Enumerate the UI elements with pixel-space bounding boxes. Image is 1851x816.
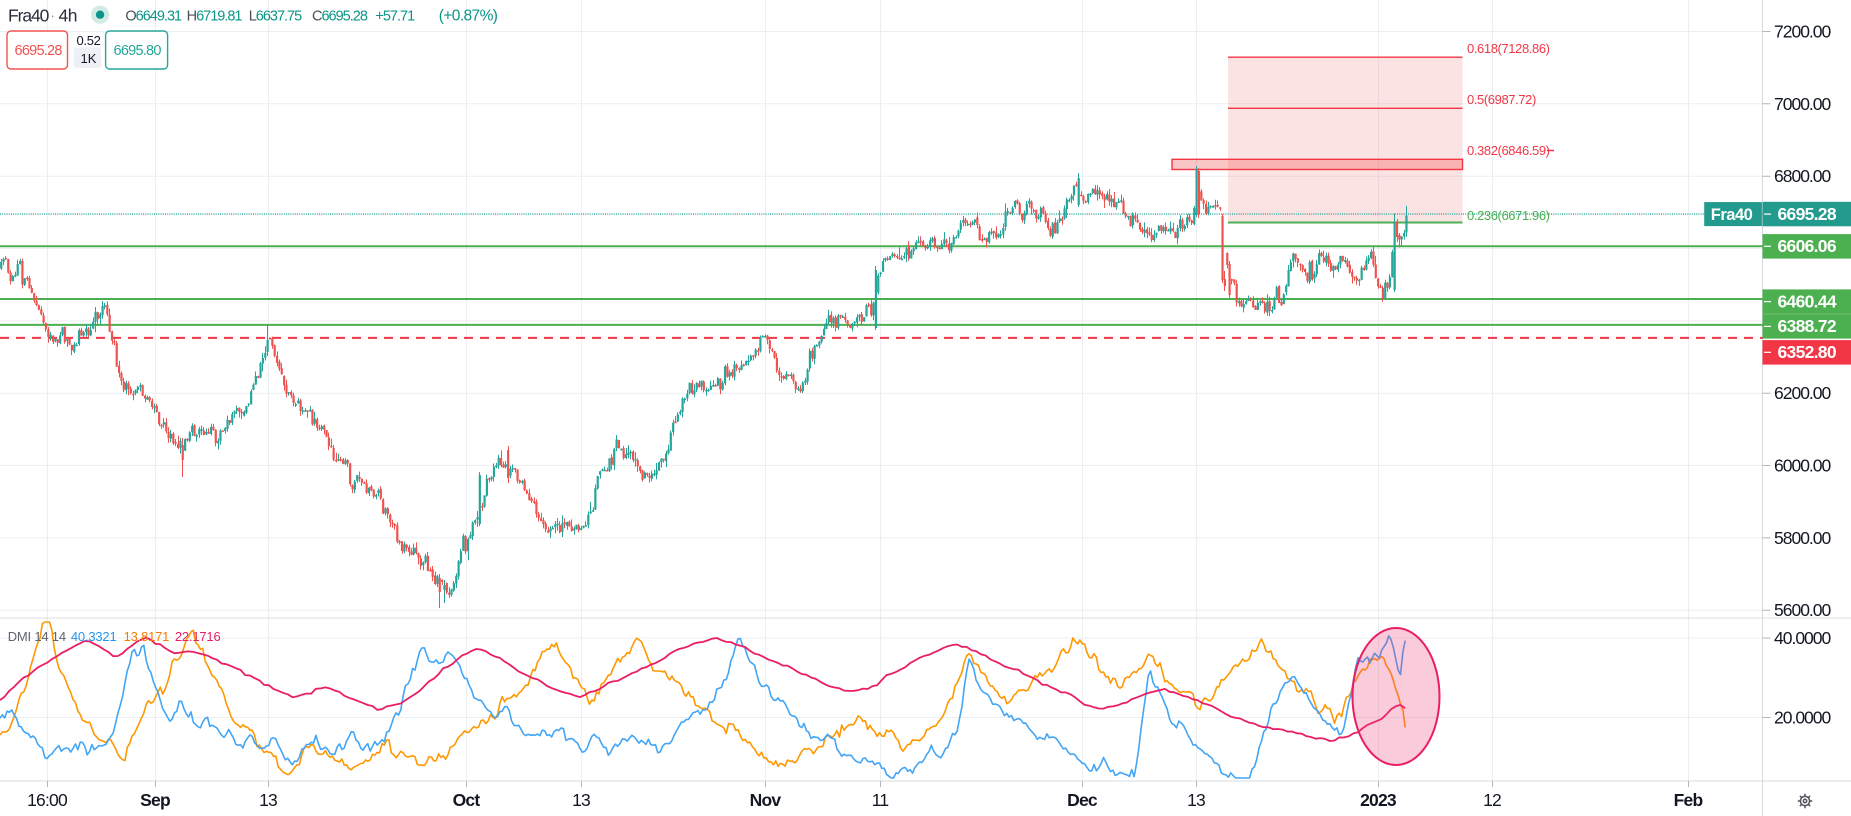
svg-text:13.8171: 13.8171 xyxy=(124,629,170,644)
svg-text:+57.71: +57.71 xyxy=(375,9,415,25)
svg-text:13: 13 xyxy=(1187,790,1205,810)
svg-text:6695.28: 6695.28 xyxy=(15,43,63,59)
svg-text:6800.00: 6800.00 xyxy=(1774,166,1832,186)
svg-text:0.52: 0.52 xyxy=(77,33,101,48)
svg-text:40.3321: 40.3321 xyxy=(71,629,117,644)
svg-text:2023: 2023 xyxy=(1360,790,1397,810)
svg-text:H6719.81: H6719.81 xyxy=(187,9,243,25)
svg-text:DMI 14 14: DMI 14 14 xyxy=(8,629,66,644)
svg-text:0.5(6987.72): 0.5(6987.72) xyxy=(1467,92,1536,107)
svg-text:11: 11 xyxy=(872,790,889,810)
svg-text:0.236(6671.96): 0.236(6671.96) xyxy=(1467,208,1550,223)
svg-text:0.618(7128.86): 0.618(7128.86) xyxy=(1467,41,1550,56)
svg-text:Oct: Oct xyxy=(453,790,481,810)
svg-text:6352.80: 6352.80 xyxy=(1778,342,1837,362)
svg-text:12: 12 xyxy=(1483,790,1501,810)
svg-text:0.382(6846.59): 0.382(6846.59) xyxy=(1467,143,1550,158)
svg-text:Dec: Dec xyxy=(1067,790,1098,810)
svg-text:7200.00: 7200.00 xyxy=(1774,22,1832,42)
svg-text:6695.80: 6695.80 xyxy=(114,43,162,59)
svg-text:6000.00: 6000.00 xyxy=(1774,456,1832,476)
svg-text:6606.06: 6606.06 xyxy=(1778,236,1837,256)
svg-text:Fra40: Fra40 xyxy=(1711,206,1753,224)
svg-text:Feb: Feb xyxy=(1674,790,1703,810)
svg-text:13: 13 xyxy=(259,790,277,810)
svg-text:6200.00: 6200.00 xyxy=(1774,383,1832,403)
svg-text:Sep: Sep xyxy=(140,790,170,810)
svg-text:L6637.75: L6637.75 xyxy=(249,9,302,25)
svg-text:O6649.31: O6649.31 xyxy=(125,9,182,25)
svg-text:4h: 4h xyxy=(59,6,77,26)
svg-text:Nov: Nov xyxy=(750,790,782,810)
svg-text:6695.28: 6695.28 xyxy=(1778,204,1837,224)
svg-text:Fra40: Fra40 xyxy=(8,6,50,26)
svg-text:6388.72: 6388.72 xyxy=(1778,316,1837,336)
svg-text:·: · xyxy=(51,8,55,23)
svg-text:(+0.87%): (+0.87%) xyxy=(439,8,498,25)
svg-text:20.0000: 20.0000 xyxy=(1774,708,1832,728)
svg-text:5800.00: 5800.00 xyxy=(1774,528,1832,548)
svg-text:13: 13 xyxy=(572,790,590,810)
svg-text:22.1716: 22.1716 xyxy=(175,629,221,644)
svg-text:5600.00: 5600.00 xyxy=(1774,600,1832,620)
svg-text:40.0000: 40.0000 xyxy=(1774,628,1832,648)
svg-text:7000.00: 7000.00 xyxy=(1774,94,1832,114)
svg-text:C6695.28: C6695.28 xyxy=(312,9,368,25)
svg-text:16:00: 16:00 xyxy=(27,790,68,810)
svg-text:1K: 1K xyxy=(81,51,97,66)
svg-text:6460.44: 6460.44 xyxy=(1778,291,1837,311)
